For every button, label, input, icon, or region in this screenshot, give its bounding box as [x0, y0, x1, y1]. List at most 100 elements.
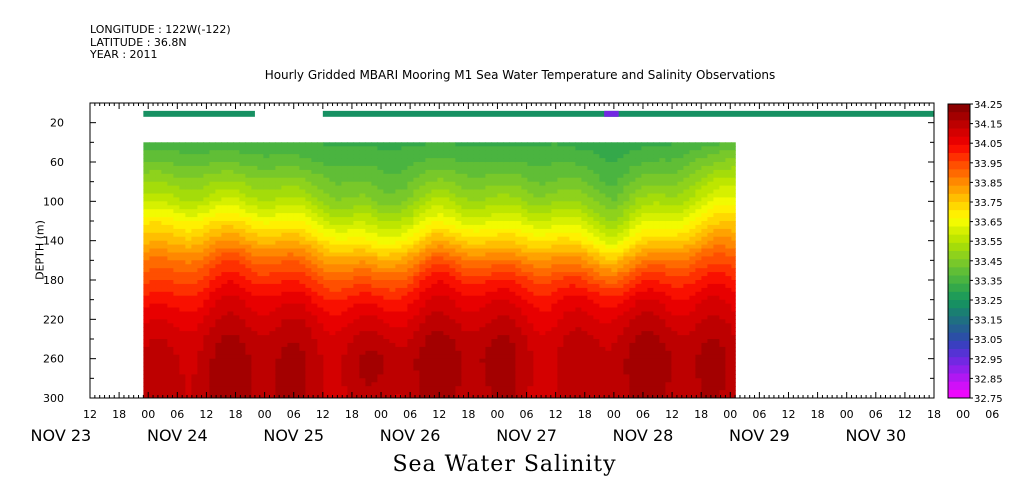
- salinity-cell: [569, 228, 576, 234]
- salinity-cell: [299, 362, 306, 368]
- salinity-cell: [317, 350, 324, 356]
- salinity-cell: [527, 295, 534, 301]
- salinity-cell: [497, 169, 504, 175]
- salinity-cell: [245, 232, 252, 238]
- salinity-cell: [293, 162, 300, 167]
- salinity-cell: [263, 217, 270, 222]
- salinity-cell: [347, 154, 354, 159]
- salinity-cell: [215, 189, 222, 194]
- salinity-cell: [473, 252, 480, 257]
- salinity-cell: [377, 327, 384, 332]
- salinity-cell: [263, 374, 270, 379]
- salinity-cell: [257, 236, 264, 242]
- salinity-cell: [497, 311, 504, 316]
- salinity-cell: [395, 169, 402, 175]
- salinity-cell: [341, 307, 348, 312]
- salinity-cell: [587, 386, 594, 391]
- salinity-cell: [185, 146, 192, 151]
- salinity-cell: [281, 291, 288, 297]
- salinity-cell: [359, 283, 366, 289]
- salinity-cell: [221, 146, 228, 151]
- salinity-cell: [389, 394, 396, 398]
- salinity-cell: [155, 350, 162, 356]
- salinity-cell: [449, 370, 456, 375]
- salinity-cell: [371, 189, 378, 194]
- salinity-cell: [245, 362, 252, 368]
- salinity-cell: [545, 224, 552, 230]
- salinity-cell: [461, 221, 468, 226]
- salinity-cell: [557, 252, 564, 257]
- salinity-cell: [467, 386, 474, 391]
- salinity-cell: [425, 287, 432, 293]
- salinity-cell: [425, 181, 432, 187]
- salinity-cell: [533, 146, 540, 151]
- salinity-cell: [329, 213, 336, 218]
- salinity-cell: [449, 264, 456, 269]
- salinity-cell: [299, 272, 306, 277]
- salinity-cell: [593, 283, 600, 289]
- salinity-cell: [299, 319, 306, 324]
- salinity-cell: [323, 252, 330, 257]
- salinity-cell: [395, 354, 402, 360]
- salinity-cell: [269, 177, 276, 183]
- salinity-cell: [425, 386, 432, 391]
- salinity-cell: [551, 303, 558, 309]
- salinity-cell: [455, 232, 462, 238]
- salinity-cell: [593, 213, 600, 218]
- salinity-cell: [233, 217, 240, 222]
- salinity-cell: [557, 358, 564, 364]
- salinity-cell: [305, 158, 312, 163]
- salinity-cell: [593, 142, 600, 147]
- salinity-cell: [185, 268, 192, 273]
- salinity-cell: [407, 362, 414, 368]
- salinity-cell: [269, 146, 276, 151]
- salinity-cell: [323, 165, 330, 171]
- salinity-cell: [203, 264, 210, 269]
- salinity-cell: [179, 342, 186, 348]
- salinity-cell: [395, 362, 402, 368]
- salinity-cell: [425, 244, 432, 250]
- salinity-cell: [167, 299, 174, 305]
- salinity-cell: [167, 374, 174, 379]
- salinity-cell: [305, 287, 312, 293]
- salinity-cell: [575, 386, 582, 391]
- salinity-cell: [353, 197, 360, 202]
- salinity-cell: [455, 268, 462, 273]
- salinity-cell: [533, 378, 540, 383]
- salinity-cell: [389, 165, 396, 171]
- salinity-cell: [419, 350, 426, 356]
- salinity-cell: [305, 185, 312, 191]
- salinity-cell: [263, 280, 270, 285]
- salinity-cell: [239, 390, 246, 395]
- salinity-cell: [395, 201, 402, 206]
- salinity-cell: [209, 276, 216, 281]
- salinity-cell: [143, 165, 150, 171]
- salinity-cell: [491, 193, 498, 198]
- salinity-cell: [449, 244, 456, 250]
- salinity-cell: [461, 244, 468, 250]
- salinity-cell: [563, 386, 570, 391]
- salinity-cell: [251, 162, 258, 167]
- salinity-cell: [155, 173, 162, 179]
- salinity-cell: [173, 299, 180, 305]
- salinity-cell: [347, 319, 354, 324]
- salinity-cell: [215, 331, 222, 336]
- salinity-cell: [365, 165, 372, 171]
- salinity-cell: [251, 283, 258, 289]
- salinity-cell: [569, 232, 576, 238]
- salinity-cell: [173, 162, 180, 167]
- salinity-cell: [401, 260, 408, 265]
- salinity-cell: [179, 154, 186, 159]
- salinity-cell: [389, 217, 396, 222]
- salinity-cell: [353, 315, 360, 320]
- salinity-cell: [203, 327, 210, 332]
- salinity-cell: [281, 339, 288, 344]
- salinity-cell: [503, 209, 510, 214]
- salinity-cell: [365, 268, 372, 273]
- salinity-cell: [347, 158, 354, 163]
- salinity-cell: [185, 374, 192, 379]
- salinity-cell: [503, 315, 510, 320]
- salinity-cell: [491, 287, 498, 293]
- salinity-cell: [389, 181, 396, 187]
